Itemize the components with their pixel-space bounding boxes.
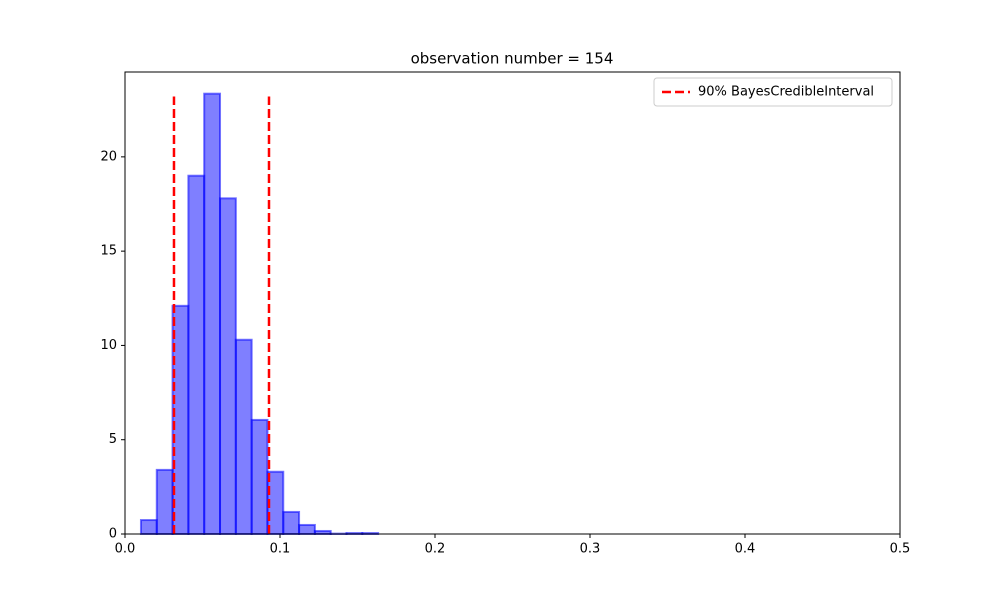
bar <box>283 512 299 534</box>
legend-label: 90% BayesCredibleInterval <box>698 85 874 100</box>
bar <box>236 340 252 534</box>
y-tick-label: 10 <box>100 338 117 353</box>
y-tick-label: 15 <box>100 244 117 259</box>
bar <box>188 176 204 534</box>
bar <box>252 420 268 534</box>
bar <box>299 525 315 534</box>
bar <box>204 94 220 534</box>
chart-title: observation number = 154 <box>411 50 614 68</box>
y-tick-label: 20 <box>100 149 117 164</box>
y-tick-label: 5 <box>109 432 117 447</box>
y-tick-label: 0 <box>109 527 117 542</box>
bar <box>220 198 236 534</box>
x-tick-label: 0.5 <box>890 542 911 557</box>
x-tick-label: 0.1 <box>270 542 291 557</box>
x-tick-label: 0.3 <box>580 542 601 557</box>
bar <box>157 470 173 534</box>
x-tick-label: 0.4 <box>735 542 756 557</box>
x-tick-label: 0.2 <box>425 542 446 557</box>
bar <box>141 520 157 534</box>
x-tick-label: 0.0 <box>115 542 136 557</box>
